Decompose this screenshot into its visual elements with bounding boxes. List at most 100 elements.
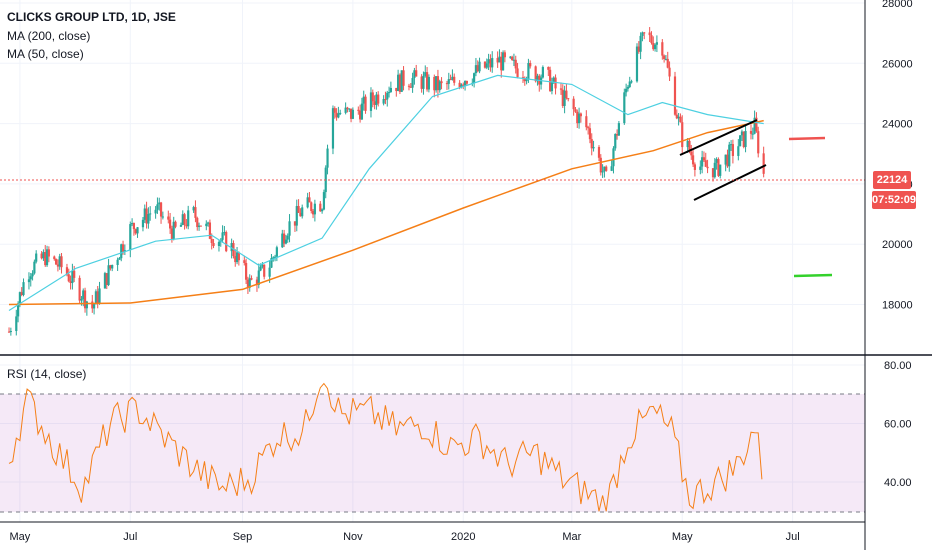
candle-body: [192, 207, 195, 211]
candle-body: [181, 214, 184, 225]
ma200-legend[interactable]: MA (200, close): [7, 29, 91, 43]
price-tick-label: 28000: [882, 0, 913, 10]
candle-body: [272, 257, 275, 259]
candle-body: [123, 250, 126, 252]
candle-body: [143, 208, 146, 220]
candle-body: [625, 88, 628, 93]
candle-body: [9, 331, 12, 333]
candle-body: [382, 99, 385, 104]
candle-body: [235, 252, 239, 263]
candle-body: [243, 260, 246, 263]
rsi-tick-label: 40.00: [884, 477, 912, 489]
candle-body: [617, 123, 620, 136]
candle-body: [167, 216, 170, 220]
candle-body: [637, 46, 640, 52]
candle-body: [630, 81, 633, 83]
candle-body: [731, 144, 734, 156]
candle-body: [321, 209, 324, 212]
candle-body: [691, 155, 695, 165]
candle-body: [156, 204, 159, 210]
candle-body: [270, 258, 273, 268]
candle-body: [489, 59, 492, 68]
candle-body: [436, 76, 440, 91]
candle-body: [424, 72, 427, 76]
candle-body: [250, 278, 253, 280]
candle-body: [344, 107, 347, 113]
candle-body: [185, 224, 188, 227]
candle-body: [105, 273, 108, 285]
candle-body: [675, 114, 678, 119]
candle-body: [686, 140, 689, 148]
candle-body: [259, 266, 262, 271]
candle-body: [465, 80, 468, 84]
candle-body: [587, 127, 590, 129]
price-tick-label: 26000: [882, 58, 913, 70]
ma50-legend[interactable]: MA (50, close): [7, 47, 84, 61]
candle-body: [357, 109, 360, 111]
candle-body: [169, 219, 172, 229]
candle-body: [384, 99, 387, 101]
candle-body: [212, 243, 215, 247]
rsi-axis[interactable]: 80.00 60.00 40.00: [884, 360, 912, 489]
candle-body: [237, 252, 240, 261]
candle-body: [407, 85, 411, 87]
candle-body: [395, 87, 398, 92]
rsi-line: [8, 382, 763, 512]
candle-body: [576, 111, 579, 124]
candle-body: [234, 256, 237, 263]
candle-body: [491, 57, 494, 68]
candle-body: [273, 256, 277, 258]
candle-body: [56, 264, 60, 267]
candle-body: [668, 67, 671, 77]
candle-body: [487, 59, 490, 64]
candle-body: [693, 164, 696, 170]
candle-body: [360, 103, 364, 120]
price-axis[interactable]: 280002600024000220002000018000: [882, 0, 913, 312]
candle-body: [284, 239, 288, 244]
candle-body: [337, 113, 340, 118]
candle-body: [563, 90, 566, 106]
candle-body: [286, 235, 289, 240]
candle-body: [623, 92, 626, 124]
candle-body: [96, 291, 99, 304]
candle-body: [107, 265, 110, 285]
target-low-marker[interactable]: [793, 273, 833, 278]
candle-body: [529, 63, 532, 67]
candle-body: [196, 217, 199, 228]
candle-body: [154, 209, 157, 214]
candle-body: [521, 77, 525, 79]
candle-body: [440, 81, 443, 84]
candle-body: [351, 109, 354, 119]
candles-layer: [7, 27, 765, 336]
candle-body: [449, 79, 452, 81]
candle-body: [757, 131, 760, 154]
candle-body: [713, 162, 716, 178]
candle-body: [438, 81, 441, 91]
candle-body: [509, 56, 512, 58]
candle-body: [268, 267, 271, 277]
candle-body: [145, 208, 148, 224]
candle-body: [31, 273, 34, 277]
channel-lower-line[interactable]: [693, 164, 767, 201]
candle-body: [677, 116, 680, 119]
candle-body: [574, 109, 577, 112]
candle-body: [549, 69, 552, 92]
candle-body: [572, 98, 575, 110]
target-high-marker[interactable]: [788, 136, 826, 141]
candle-body: [82, 290, 85, 299]
channel-upper-line[interactable]: [679, 119, 758, 156]
candle-body: [326, 148, 329, 168]
candle-body: [22, 282, 25, 296]
candle-body: [661, 42, 664, 56]
candle-body: [210, 238, 213, 244]
candle-body: [739, 135, 742, 147]
candle-body: [293, 221, 297, 226]
candle-body: [567, 98, 570, 100]
time-axis[interactable]: May Jul Sep Nov 2020 Mar May Jul: [10, 531, 800, 543]
rsi-legend[interactable]: RSI (14, close): [7, 367, 87, 381]
time-tick-label: Mar: [562, 531, 581, 543]
candle-body: [615, 134, 619, 136]
time-tick-label: May: [672, 531, 693, 543]
candle-body: [45, 249, 49, 266]
